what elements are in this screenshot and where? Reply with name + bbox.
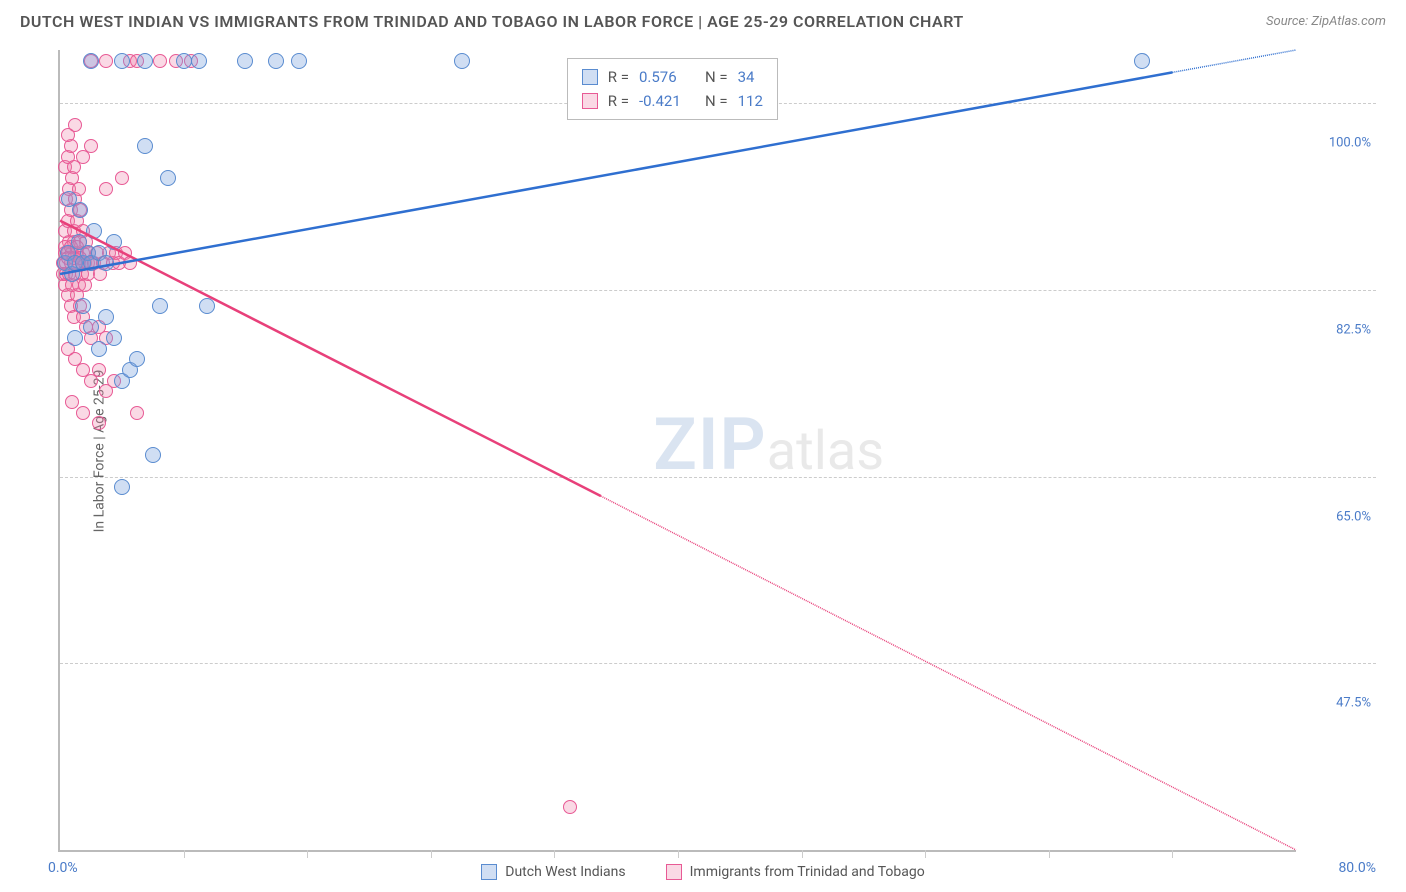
x-tick bbox=[802, 850, 803, 858]
legend-item-blue: Dutch West Indians bbox=[481, 864, 625, 880]
x-tick bbox=[1172, 850, 1173, 858]
x-tick bbox=[1049, 850, 1050, 858]
y-tick-label: 100.0% bbox=[1329, 136, 1371, 151]
y-tick-label: 47.5% bbox=[1336, 696, 1371, 711]
r-label: R = bbox=[608, 65, 629, 89]
trendline-dashed bbox=[601, 496, 1296, 850]
n-label: N = bbox=[705, 65, 728, 89]
x-tick bbox=[431, 850, 432, 858]
y-tick-label: 82.5% bbox=[1336, 323, 1371, 338]
n-value: 34 bbox=[738, 65, 755, 89]
x-tick bbox=[554, 850, 555, 858]
trendline-dashed bbox=[1172, 50, 1296, 72]
n-label: N = bbox=[705, 89, 728, 113]
x-tick bbox=[184, 850, 185, 858]
swatch-pink-icon bbox=[582, 93, 598, 109]
r-value: 0.576 bbox=[639, 65, 695, 89]
legend-item-pink: Immigrants from Trinidad and Tobago bbox=[666, 864, 925, 880]
chart-area: In Labor Force | Age 25-29 ZIPatlas 100.… bbox=[58, 50, 1376, 852]
r-value: -0.421 bbox=[639, 89, 695, 113]
x-tick bbox=[925, 850, 926, 858]
correlation-row: R = -0.421 N = 112 bbox=[582, 89, 763, 113]
y-tick-label: 65.0% bbox=[1336, 509, 1371, 524]
trendline-solid bbox=[60, 221, 601, 496]
n-value: 112 bbox=[738, 89, 763, 113]
x-tick bbox=[678, 850, 679, 858]
chart-title: DUTCH WEST INDIAN VS IMMIGRANTS FROM TRI… bbox=[20, 12, 964, 31]
legend-label-pink: Immigrants from Trinidad and Tobago bbox=[690, 864, 925, 880]
trend-overlay bbox=[60, 50, 1296, 850]
swatch-blue-icon bbox=[582, 69, 598, 85]
source-attribution: Source: ZipAtlas.com bbox=[1266, 14, 1386, 29]
correlation-row: R = 0.576 N = 34 bbox=[582, 65, 763, 89]
chart-header: DUTCH WEST INDIAN VS IMMIGRANTS FROM TRI… bbox=[0, 0, 1406, 39]
correlation-box: R = 0.576 N = 34 R = -0.421 N = 112 bbox=[567, 58, 778, 120]
x-tick bbox=[307, 850, 308, 858]
swatch-blue-icon bbox=[481, 864, 497, 880]
legend-label-blue: Dutch West Indians bbox=[505, 864, 625, 880]
plot-region: ZIPatlas 100.0%82.5%65.0%47.5%0.0%80.0%R… bbox=[58, 50, 1296, 852]
legend: Dutch West Indians Immigrants from Trini… bbox=[0, 864, 1406, 880]
r-label: R = bbox=[608, 89, 629, 113]
swatch-pink-icon bbox=[666, 864, 682, 880]
